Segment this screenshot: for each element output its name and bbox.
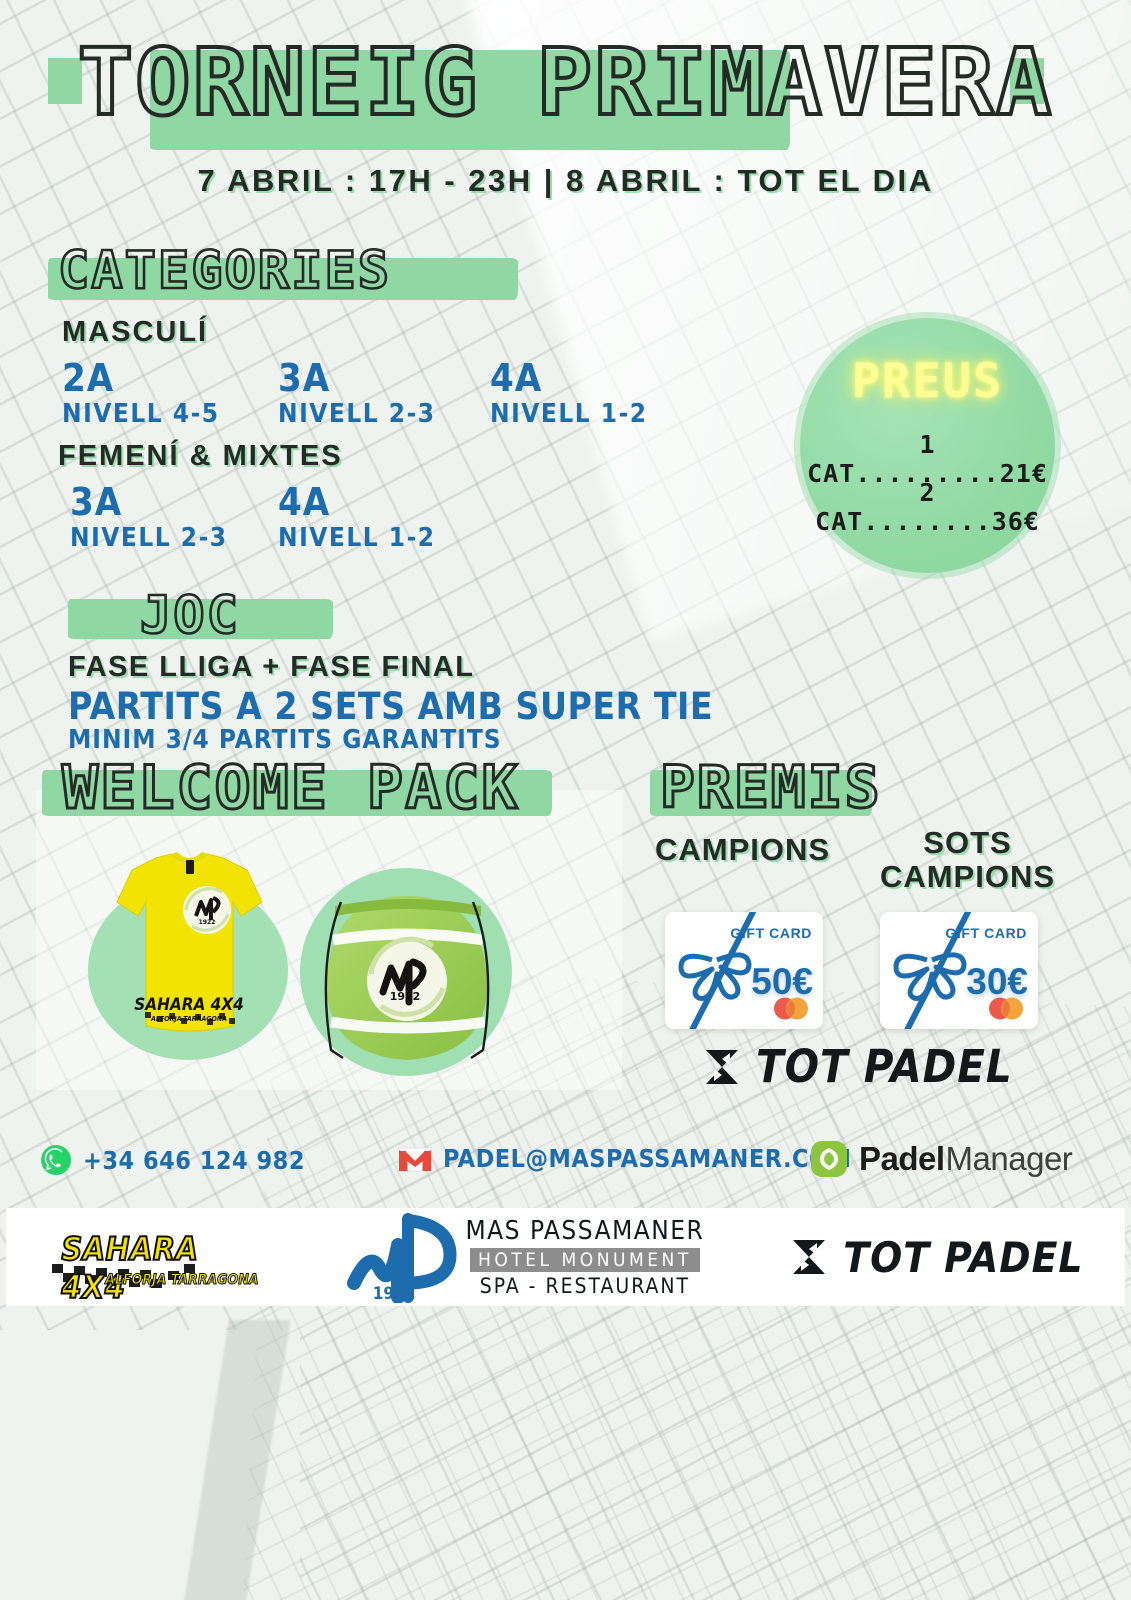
title-dot-left-icon: [48, 58, 82, 104]
header: TORNEIG PRIMAVERA 7 ABRIL : 17H - 23H | …: [0, 0, 1131, 215]
padelmanager-icon: [811, 1141, 847, 1177]
mastercard-icon: [774, 997, 808, 1020]
background-wash: [0, 1330, 300, 1600]
sponsor-bar: SAHARA 4X4 ALFORJA TARRAGONA 1922 MAS PA…: [6, 1208, 1125, 1307]
mas-passamaner-name: MAS PASSAMANER: [465, 1216, 705, 1246]
sponsor-sahara: SAHARA 4X4 ALFORJA TARRAGONA: [48, 1224, 263, 1307]
mas-passamaner-mid: HOTEL MONUMENT: [470, 1248, 700, 1272]
welcome-pack-heading: WELCOME PACK: [60, 752, 520, 825]
contact-phone-text: +34 646 124 982: [83, 1145, 305, 1175]
gift-card-label: GIFT CARD: [730, 925, 812, 941]
event-dates: 7 ABRIL : 17H - 23H | 8 ABRIL : TOT EL D…: [197, 163, 934, 198]
whatsapp-icon: [41, 1145, 71, 1175]
title-highlight-brush: [150, 50, 790, 150]
mastercard-icon: [989, 997, 1023, 1020]
contact-email-text: PADEL@MASPASSAMANER.COM: [443, 1144, 852, 1173]
preus-row: 2 CAT........36€: [815, 478, 1040, 536]
preus-title: PREUS: [851, 354, 1004, 409]
sahara-name: SAHARA 4X4: [61, 1229, 199, 1307]
title-dot-right-icon: [1010, 58, 1044, 104]
category-code: 3A: [70, 480, 123, 524]
svg-text:1922: 1922: [390, 990, 421, 1003]
drawstring-bag-image: 1922: [324, 896, 490, 1060]
gift-card-amount: 50€: [751, 961, 813, 1002]
category-item: 3A NIVELL 2-3: [70, 482, 228, 554]
category-item: 3A NIVELL 2-3: [278, 358, 436, 430]
premis-sots-campions-label: SOTS CAMPIONS: [879, 825, 1056, 894]
tot-padel-wordmark: TOT PADEL: [756, 1040, 1013, 1093]
joc-format-line: FASE LLIGA + FASE FINAL: [68, 651, 475, 683]
tot-padel-wordmark: TOT PADEL: [843, 1232, 1084, 1282]
joc-heading: JOC: [139, 585, 240, 648]
joc-match-line: PARTITS A 2 SETS AMB SUPER TIE: [68, 685, 714, 728]
gmail-icon: [398, 1147, 432, 1171]
category-code: 3A: [278, 356, 331, 400]
padelmanager-bold-text: Padel: [859, 1140, 945, 1177]
gift-card: GIFT CARD 30€: [880, 912, 1038, 1029]
premis-heading: PREMIS: [659, 752, 882, 823]
category-code: 4A: [490, 356, 543, 400]
gift-card-amount: 30€: [966, 961, 1028, 1002]
categories-heading: CATEGORIES: [57, 240, 392, 303]
contact-bar: +34 646 124 982 PADEL@MASPASSAMANER.COM …: [0, 1138, 1131, 1198]
ribbon-icon: [893, 912, 972, 1029]
svg-text:ALFORJA-TARRAGONA: ALFORJA-TARRAGONA: [150, 1015, 227, 1023]
gift-card-label: GIFT CARD: [945, 925, 1027, 941]
checkered-flag-icon: [51, 1264, 195, 1288]
sponsor-mas-passamaner: 1922 MAS PASSAMANER HOTEL MONUMENT SPA -…: [346, 1211, 705, 1303]
category-code: 2A: [62, 356, 115, 400]
preus-row: 1 CAT.........21€: [807, 430, 1048, 488]
mp-year-text: 1922: [372, 1284, 415, 1303]
category-item: 2A NIVELL 4-5: [62, 358, 220, 430]
mas-passamaner-sub: SPA - RESTAURANT: [479, 1274, 691, 1298]
category-code: 4A: [278, 480, 331, 524]
category-item: 4A NIVELL 1-2: [490, 358, 648, 430]
tot-padel-prize-brand: TOT PADEL: [700, 1040, 1013, 1093]
contact-whatsapp[interactable]: +34 646 124 982: [40, 1144, 305, 1176]
contact-padelmanager[interactable]: Padel Manager: [810, 1140, 1073, 1178]
category-level: NIVELL 4-5: [62, 399, 220, 429]
svg-text:SAHARA 4X4: SAHARA 4X4: [134, 995, 244, 1015]
preus-badge: PREUS 1 CAT.........21€ 2 CAT........36€: [800, 318, 1055, 573]
mp-monogram-icon: 1922: [346, 1213, 457, 1303]
tot-padel-logo-icon: [793, 1240, 826, 1274]
tot-padel-logo-icon: [706, 1049, 738, 1084]
contact-email[interactable]: PADEL@MASPASSAMANER.COM: [398, 1144, 852, 1173]
sahara-sub: ALFORJA TARRAGONA: [105, 1272, 259, 1289]
category-level: NIVELL 1-2: [490, 399, 648, 429]
premis-highlight-brush: [650, 770, 872, 816]
category-group-label-femeni: FEMENÍ & MIXTES: [58, 440, 343, 472]
joc-guarantee-line: MINIM 3/4 PARTITS GARANTITS: [68, 725, 502, 755]
category-item: 4A NIVELL 1-2: [278, 482, 436, 554]
padelmanager-light-text: Manager: [945, 1140, 1073, 1177]
sponsor-tot-padel: TOT PADEL: [787, 1233, 1083, 1282]
category-level: NIVELL 1-2: [278, 523, 436, 553]
welcome-pack-highlight-brush: [42, 770, 552, 816]
category-level: NIVELL 2-3: [70, 523, 228, 553]
tshirt-image: 1922 SAHARA 4X4 ALFORJA-TARRAGONA: [116, 852, 263, 1032]
svg-text:1922: 1922: [199, 919, 216, 926]
premis-campions-label: CAMPIONS: [655, 832, 831, 867]
category-group-label-masculi: MASCULÍ: [62, 316, 209, 348]
category-level: NIVELL 2-3: [278, 399, 436, 429]
categories-highlight-brush: [48, 258, 518, 300]
gift-card: GIFT CARD 50€: [665, 912, 823, 1029]
joc-highlight-brush: [68, 599, 333, 639]
page-title: TORNEIG PRIMAVERA: [76, 27, 1054, 138]
ribbon-icon: [678, 912, 757, 1029]
